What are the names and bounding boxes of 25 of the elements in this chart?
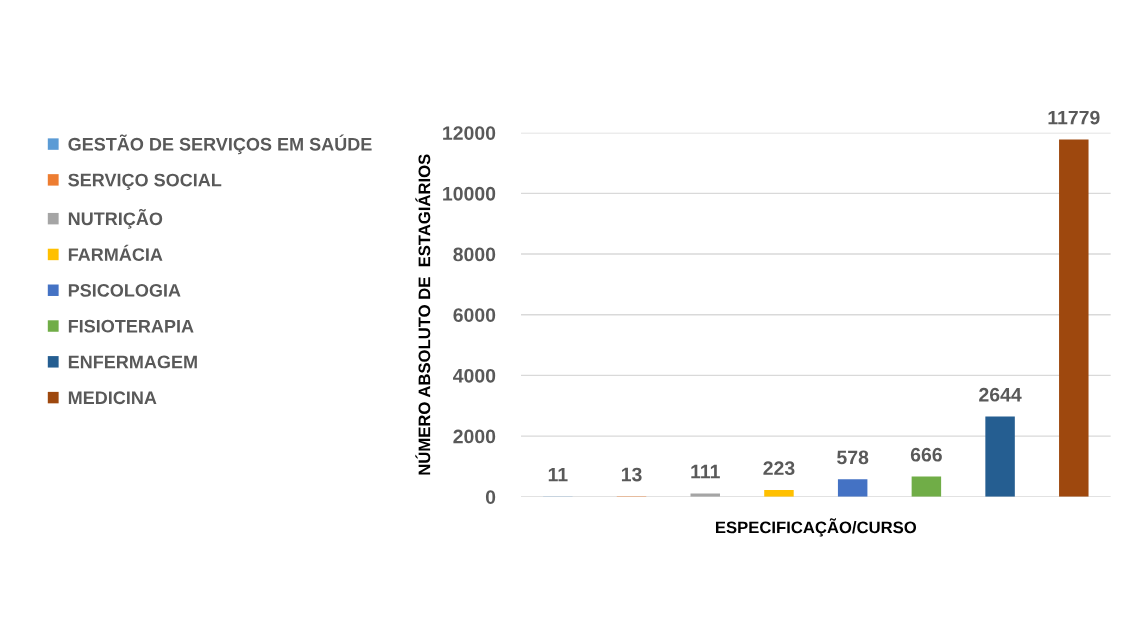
y-tick-label: 0 [485, 490, 496, 504]
data-label: 2644 [979, 387, 1022, 402]
y-tick-label: 4000 [453, 368, 496, 383]
legend-label: FARMÁCIA [68, 244, 163, 261]
data-label: 666 [910, 447, 942, 462]
y-tick-label: 2000 [453, 429, 496, 444]
legend-label: SERVIÇO SOCIAL [68, 173, 222, 190]
y-tick-label: 10000 [443, 186, 496, 201]
legend-label: FISIOTERAPIA [68, 319, 194, 333]
legend-label: NUTRIÇÃO [68, 208, 163, 229]
y-tick-label: 12000 [443, 126, 496, 140]
y-tick-label: 6000 [453, 308, 496, 322]
y-axis-title: NÚMERO ABSOLUTO DE ESTAGIÁRIOS [415, 154, 431, 475]
data-label: 223 [763, 461, 795, 476]
legend-label: PSICOLOGIA [68, 284, 181, 297]
x-axis-title: ESPECIFICAÇÃO/CURSO [715, 518, 917, 537]
data-label: 578 [837, 450, 869, 465]
legend-label: MEDICINA [68, 391, 157, 405]
data-label: 11 [548, 467, 568, 482]
data-label: 111 [691, 464, 720, 479]
y-tick-label: 8000 [453, 247, 496, 262]
legend-label: ENFERMAGEM [68, 355, 197, 369]
legend-label: GESTÃO DE SERVIÇOS EM SAÚDE [68, 134, 372, 155]
data-label: 11779 [1048, 110, 1100, 125]
data-label: 13 [621, 467, 642, 482]
